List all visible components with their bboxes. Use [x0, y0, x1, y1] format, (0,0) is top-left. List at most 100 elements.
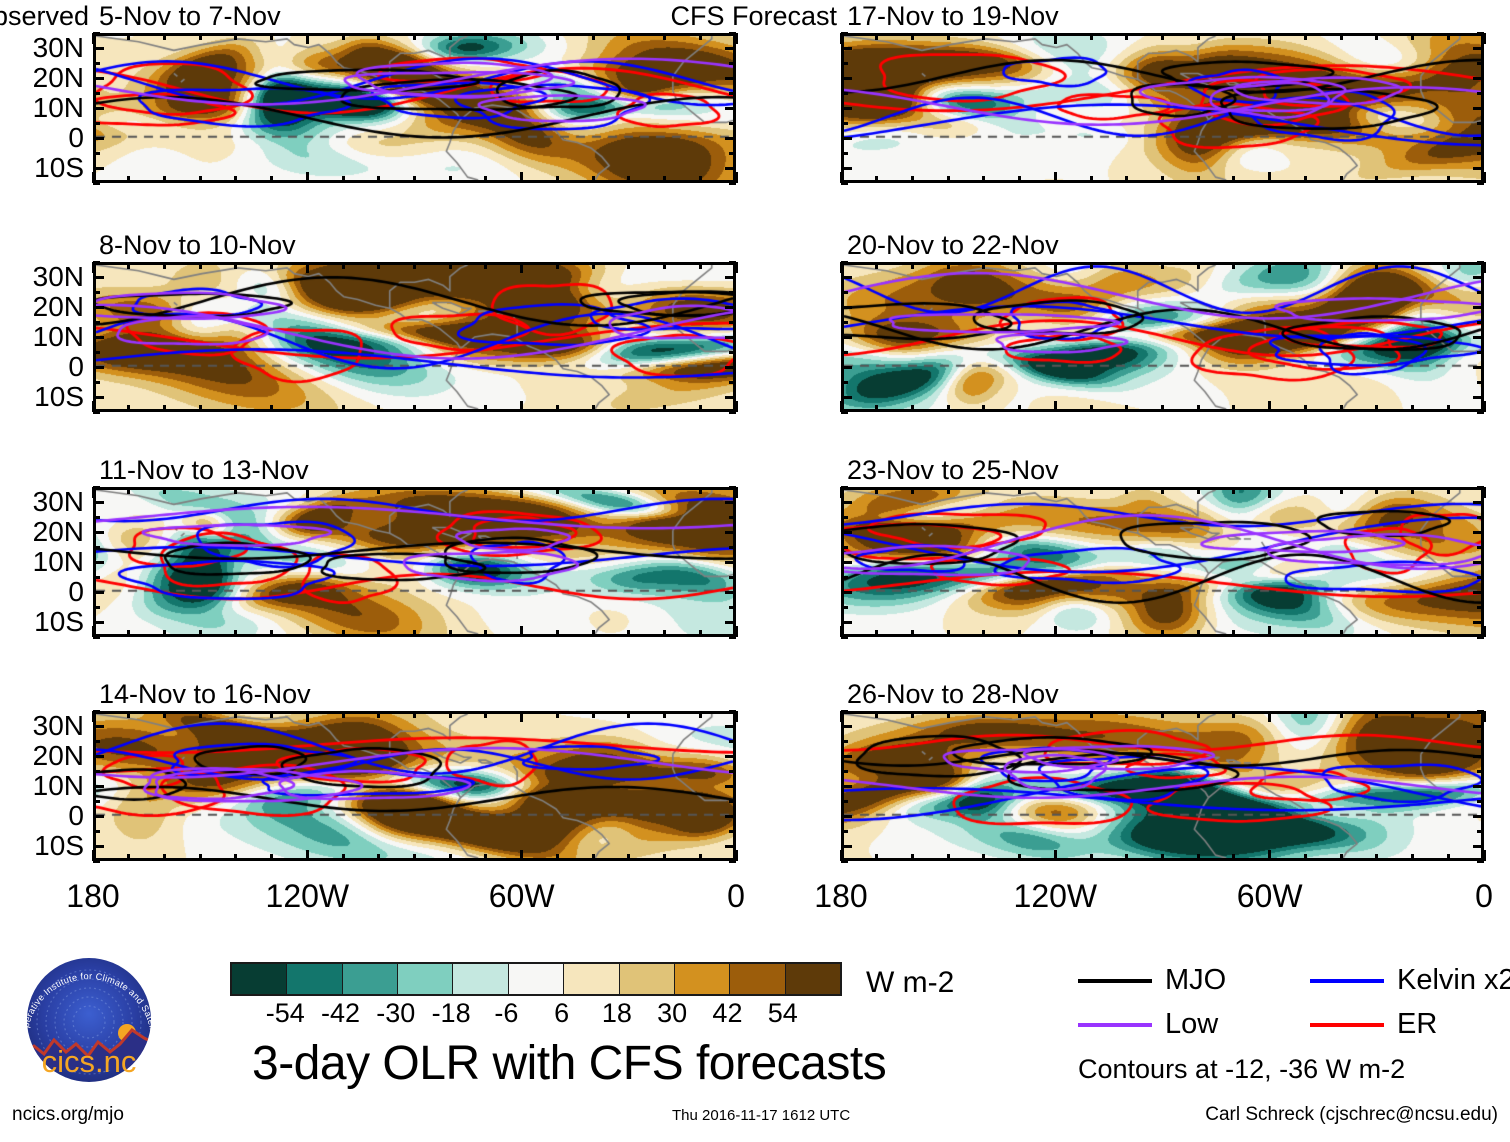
x-tick	[698, 33, 702, 40]
x-tick	[1482, 850, 1486, 861]
y-tick	[729, 121, 736, 125]
colorbar-swatch	[398, 964, 454, 994]
y-tick	[1473, 620, 1484, 624]
y-axis-label: 20N	[32, 516, 84, 547]
x-tick	[198, 262, 202, 269]
x-tick	[305, 626, 309, 637]
x-tick	[734, 262, 738, 273]
x-tick	[377, 33, 381, 40]
x-tick	[875, 262, 879, 269]
x-tick	[377, 711, 381, 718]
x-tick	[1339, 630, 1343, 637]
x-tick	[234, 711, 238, 718]
x-tick	[1375, 630, 1379, 637]
x-tick	[448, 262, 452, 269]
y-tick	[1473, 166, 1484, 170]
x-tick	[1375, 33, 1379, 40]
logo-svg: Cooperative Institute for Climate and Sa…	[11, 940, 158, 1082]
y-tick	[1477, 260, 1484, 264]
footer-timestamp: Thu 2016-11-17 1612 UTC	[672, 1107, 851, 1124]
y-tick	[1473, 590, 1484, 594]
x-tick	[1161, 176, 1164, 183]
x-tick	[270, 176, 274, 183]
x-tick	[1482, 711, 1486, 722]
x-tick	[127, 854, 131, 861]
y-tick	[93, 335, 104, 339]
y-tick	[841, 31, 848, 35]
y-tick	[841, 181, 848, 185]
y-tick	[841, 380, 848, 384]
y-tick	[729, 485, 736, 489]
y-tick	[1477, 350, 1484, 354]
y-axis-label: 10N	[32, 92, 84, 123]
colorbar-swatch	[730, 964, 786, 994]
y-tick	[93, 320, 100, 324]
y-tick	[93, 829, 100, 833]
x-tick	[1196, 630, 1200, 637]
x-tick	[734, 172, 738, 183]
y-tick	[1477, 635, 1484, 639]
x-tick	[839, 850, 843, 861]
x-tick	[627, 854, 631, 861]
x-tick	[127, 405, 131, 412]
x-tick	[377, 176, 381, 183]
x-tick	[1018, 487, 1022, 494]
x-tick	[1232, 711, 1236, 718]
x-tick	[627, 262, 631, 269]
x-tick	[1125, 711, 1129, 718]
x-tick	[1482, 626, 1486, 637]
legend-label: Low	[1165, 1008, 1219, 1040]
y-tick	[841, 590, 852, 594]
y-tick	[93, 605, 100, 609]
x-tick	[627, 33, 631, 40]
y-tick	[1477, 121, 1484, 125]
x-tick	[591, 176, 595, 183]
y-tick	[841, 260, 848, 264]
x-tick	[484, 487, 488, 494]
x-tick	[1196, 176, 1200, 183]
x-tick	[982, 405, 986, 412]
legend-line-swatch	[1310, 1022, 1384, 1027]
x-tick	[198, 630, 202, 637]
x-tick	[305, 401, 309, 412]
footer-author-contact[interactable]: Carl Schreck (cjschrec@ncsu.edu)	[1205, 1104, 1498, 1125]
x-tick	[1339, 854, 1343, 861]
y-axis-label: 10N	[32, 321, 84, 352]
y-tick	[725, 136, 736, 140]
x-tick	[448, 405, 452, 412]
x-tick	[663, 711, 667, 718]
x-tick	[627, 487, 631, 494]
x-axis-label: 60W	[1236, 878, 1303, 914]
x-tick	[910, 854, 914, 861]
x-tick	[377, 854, 381, 861]
x-tick	[1446, 854, 1450, 861]
x-tick	[910, 711, 914, 718]
x-tick	[1268, 401, 1272, 412]
y-tick	[1473, 305, 1484, 309]
x-tick	[1339, 176, 1343, 183]
x-tick	[1161, 405, 1164, 412]
x-tick	[270, 854, 274, 861]
x-tick	[1375, 854, 1379, 861]
y-tick	[841, 151, 848, 155]
y-tick	[841, 166, 852, 170]
footer-site-link[interactable]: ncics.org/mjo	[12, 1104, 124, 1125]
x-tick	[839, 33, 843, 44]
y-tick	[729, 91, 736, 95]
y-tick	[1477, 799, 1484, 803]
y-tick	[841, 769, 848, 773]
y-tick	[841, 290, 848, 294]
y-tick	[1477, 769, 1484, 773]
y-tick	[725, 530, 736, 534]
y-tick	[93, 181, 100, 185]
y-tick	[93, 31, 100, 35]
y-tick	[1473, 106, 1484, 110]
legend-label: Kelvin x2	[1397, 964, 1510, 996]
x-tick	[663, 487, 667, 494]
x-tick	[162, 630, 166, 637]
y-tick	[93, 620, 104, 624]
y-tick	[729, 769, 736, 773]
y-tick	[725, 76, 736, 80]
x-tick	[413, 711, 416, 718]
y-tick	[725, 335, 736, 339]
